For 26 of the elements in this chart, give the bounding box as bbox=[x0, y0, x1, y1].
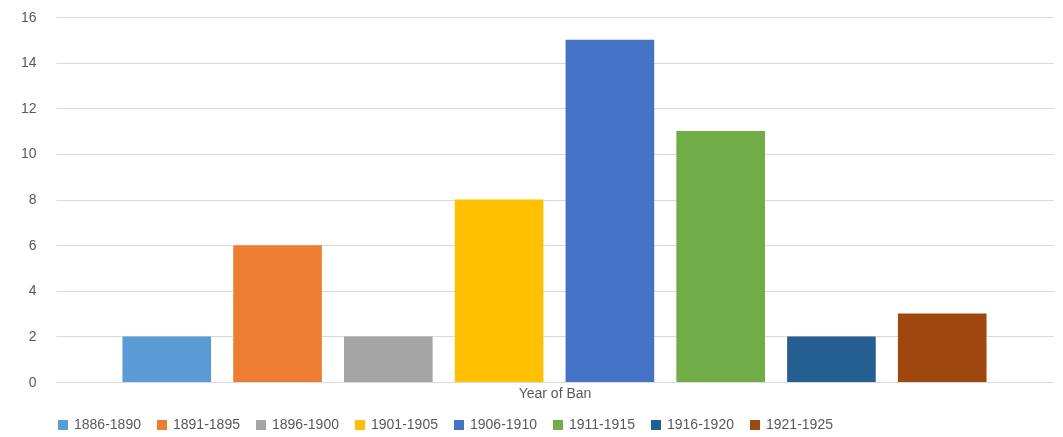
legend-label: 1921-1925 bbox=[766, 416, 834, 432]
x-axis-title: Year of Ban bbox=[518, 384, 592, 401]
y-tick-label: 12 bbox=[20, 99, 37, 116]
y-tick-label: 8 bbox=[28, 191, 37, 207]
y-tick-label: 10 bbox=[20, 145, 37, 162]
bar bbox=[122, 336, 212, 382]
legend-label: 1911-1915 bbox=[569, 416, 636, 432]
bar bbox=[344, 336, 433, 382]
legend-label: 1916-1920 bbox=[667, 416, 735, 432]
y-tick-label: 16 bbox=[20, 8, 37, 25]
bar bbox=[676, 131, 765, 382]
legend-label: 1886-1890 bbox=[74, 416, 142, 432]
y-tick-label: 14 bbox=[20, 54, 37, 71]
bar bbox=[897, 313, 987, 382]
y-tick-label: 6 bbox=[28, 236, 37, 253]
bar bbox=[233, 245, 322, 382]
bar bbox=[454, 199, 544, 382]
legend-label: 1901-1905 bbox=[371, 416, 439, 432]
legend-label: 1891-1895 bbox=[173, 416, 241, 432]
bar bbox=[787, 336, 876, 382]
y-tick-label: 0 bbox=[28, 373, 37, 390]
bar bbox=[565, 39, 655, 382]
legend-label: 1906-1910 bbox=[470, 416, 538, 432]
legend-label: 1896-1900 bbox=[272, 416, 340, 432]
y-tick-label: 2 bbox=[28, 327, 37, 344]
y-tick-label: 4 bbox=[28, 282, 37, 299]
